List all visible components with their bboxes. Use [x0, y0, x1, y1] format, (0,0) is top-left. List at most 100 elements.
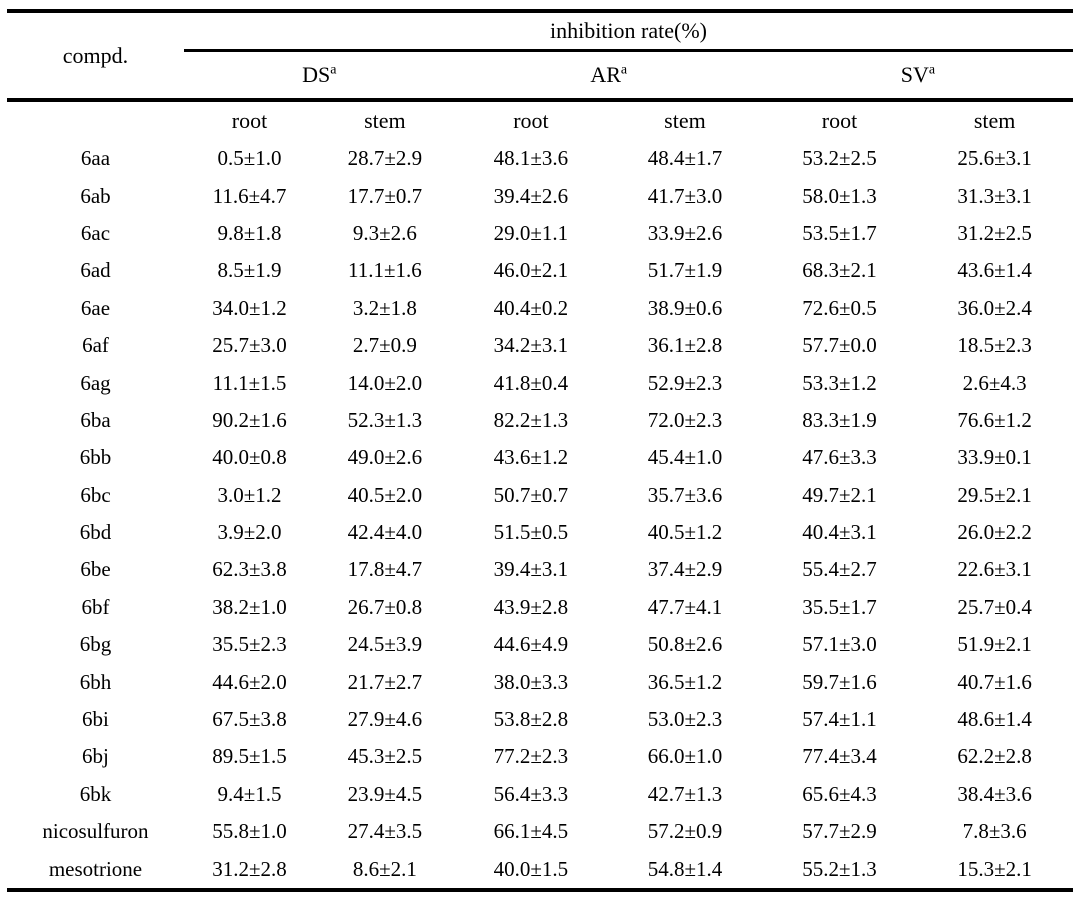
value-cell: 21.7±2.7: [347, 669, 423, 694]
value-cell: 40.4±3.1: [802, 520, 877, 545]
table-row: 6af 25.7±3.0 2.7±0.9 34.2±3.1 36.1±2.8 57.7±0…: [7, 327, 1073, 364]
footnote-marker: a: [928, 62, 936, 78]
value-cell: 15.3±2.1: [957, 856, 1032, 881]
compd-cell: 6ag: [80, 370, 111, 395]
inhibition-rate-header: inhibition rate(%): [183, 11, 1073, 52]
value-cell: 49.7±2.1: [802, 482, 877, 507]
value-cell: 51.7±1.9: [647, 258, 723, 283]
value-cell: 45.4±1.0: [647, 445, 723, 470]
value-cell: 48.1±3.6: [493, 146, 569, 171]
value-cell: 24.5±3.9: [347, 632, 423, 657]
value-cell: 11.1±1.6: [348, 258, 422, 283]
value-cell: 7.8±3.6: [962, 819, 1027, 844]
footnote-marker: a: [620, 62, 628, 78]
value-cell: 42.4±4.0: [347, 520, 423, 545]
value-cell: 37.4±2.9: [647, 557, 723, 582]
compd-cell: 6aa: [80, 146, 111, 171]
table-row: 6bd 3.9±2.0 42.4±4.0 51.5±0.5 40.5±1.2 40.4±3…: [7, 514, 1073, 551]
value-cell: 55.8±1.0: [212, 819, 287, 844]
table-row: 6ad 8.5±1.9 11.1±1.6 46.0±2.1 51.7±1.9 68.3±2…: [7, 252, 1073, 289]
value-cell: 77.2±2.3: [493, 744, 569, 769]
value-cell: 55.2±1.3: [802, 856, 877, 881]
table-row: 6bc 3.0±1.2 40.5±2.0 50.7±0.7 35.7±3.6 49.7±2…: [7, 477, 1073, 514]
value-cell: 40.4±0.2: [493, 295, 569, 320]
value-cell: 33.9±2.6: [647, 220, 723, 245]
value-cell: 38.9±0.6: [647, 295, 723, 320]
compd-cell: 6bj: [82, 744, 109, 769]
value-cell: 72.6±0.5: [802, 295, 877, 320]
value-cell: 31.3±3.1: [957, 183, 1032, 208]
value-cell: 44.6±2.0: [212, 669, 287, 694]
value-cell: 45.3±2.5: [347, 744, 423, 769]
table-row: 6bh 44.6±2.0 21.7±2.7 38.0±3.3 36.5±1.2 59.7±…: [7, 663, 1073, 700]
value-cell: 43.6±1.2: [493, 445, 569, 470]
value-cell: 83.3±1.9: [802, 407, 877, 432]
value-cell: 2.7±0.9: [352, 333, 417, 358]
value-cell: 66.1±4.5: [493, 819, 569, 844]
value-cell: 55.4±2.7: [802, 557, 877, 582]
value-cell: 34.2±3.1: [493, 333, 569, 358]
value-cell: 35.7±3.6: [647, 482, 723, 507]
value-cell: 57.4±1.1: [802, 707, 877, 732]
value-cell: 47.6±3.3: [802, 445, 877, 470]
value-cell: 39.4±2.6: [493, 183, 569, 208]
value-cell: 38.2±1.0: [212, 594, 287, 619]
compd-cell: 6ab: [80, 183, 111, 208]
table-row: 6ba 90.2±1.6 52.3±1.3 82.2±1.3 72.0±2.3 83.3±…: [7, 402, 1073, 439]
compd-cell: 6af: [82, 333, 109, 358]
value-cell: 44.6±4.9: [493, 632, 569, 657]
value-cell: 35.5±1.7: [802, 594, 877, 619]
value-cell: 58.0±1.3: [802, 183, 877, 208]
sub-column-header: stem: [364, 108, 406, 133]
table-row: 6bg 35.5±2.3 24.5±3.9 44.6±4.9 50.8±2.6 57.1±…: [7, 626, 1073, 663]
value-cell: 31.2±2.8: [212, 856, 287, 881]
compd-cell: 6ba: [80, 407, 111, 432]
table-row: 6be 62.3±3.8 17.8±4.7 39.4±3.1 37.4±2.9 55.4±…: [7, 551, 1073, 588]
value-cell: 11.6±4.7: [212, 183, 287, 208]
table-row: 6ag 11.1±1.5 14.0±2.0 41.8±0.4 52.9±2.3 53.3±…: [7, 364, 1073, 401]
value-cell: 68.3±2.1: [802, 258, 877, 283]
table-row: mesotrione 31.2±2.8 8.6±2.1 40.0±1.5 54.8±1.…: [7, 850, 1073, 889]
compd-cell: 6bk: [79, 781, 112, 806]
value-cell: 14.0±2.0: [347, 370, 423, 395]
value-cell: 40.7±1.6: [957, 669, 1032, 694]
compd-cell: 6be: [80, 557, 111, 582]
value-cell: 53.3±1.2: [802, 370, 877, 395]
compd-cell: 6bc: [80, 482, 111, 507]
value-cell: 51.5±0.5: [493, 520, 569, 545]
table-row: 6bk 9.4±1.5 23.9±4.5 56.4±3.3 42.7±1.3 65.6±4…: [7, 776, 1073, 813]
value-cell: 38.0±3.3: [493, 669, 569, 694]
table-row: nicosulfuron 55.8±1.0 27.4±3.5 66.1±4.5 57.2…: [7, 813, 1073, 850]
compd-cell: 6bf: [81, 594, 110, 619]
value-cell: 41.7±3.0: [647, 183, 723, 208]
value-cell: 17.8±4.7: [347, 557, 423, 582]
value-cell: 57.7±0.0: [802, 333, 877, 358]
value-cell: 39.4±3.1: [493, 557, 569, 582]
compd-cell: 6bb: [79, 445, 112, 470]
compd-cell: 6ad: [80, 258, 111, 283]
value-cell: 34.0±1.2: [212, 295, 287, 320]
value-cell: 41.8±0.4: [493, 370, 569, 395]
value-cell: 40.5±1.2: [647, 520, 723, 545]
value-cell: 43.9±2.8: [493, 594, 569, 619]
value-cell: 9.8±1.8: [217, 220, 282, 245]
value-cell: 26.7±0.8: [347, 594, 423, 619]
value-cell: 9.3±2.6: [352, 220, 417, 245]
value-cell: 72.0±2.3: [647, 407, 723, 432]
value-cell: 90.2±1.6: [212, 407, 287, 432]
value-cell: 48.4±1.7: [647, 146, 723, 171]
compd-cell: nicosulfuron: [42, 819, 149, 844]
subgroup-header-row: DSa ARa SVa: [7, 50, 1073, 102]
value-cell: 3.9±2.0: [217, 520, 282, 545]
sub-column-header: stem: [664, 108, 706, 133]
value-cell: 51.9±2.1: [957, 632, 1032, 657]
table-body: 6aa 0.5±1.0 28.7±2.9 48.1±3.6 48.4±1.7 53.2±2…: [7, 140, 1073, 890]
value-cell: 53.2±2.5: [802, 146, 877, 171]
value-cell: 8.6±2.1: [352, 856, 417, 881]
value-cell: 25.6±3.1: [957, 146, 1032, 171]
compd-cell: 6bh: [79, 669, 112, 694]
table-row: 6aa 0.5±1.0 28.7±2.9 48.1±3.6 48.4±1.7 53.2±2…: [7, 140, 1073, 177]
table-row: 6bj 89.5±1.5 45.3±2.5 77.2±2.3 66.0±1.0 77.4±…: [7, 738, 1073, 775]
value-cell: 35.5±2.3: [212, 632, 287, 657]
value-cell: 67.5±3.8: [212, 707, 287, 732]
